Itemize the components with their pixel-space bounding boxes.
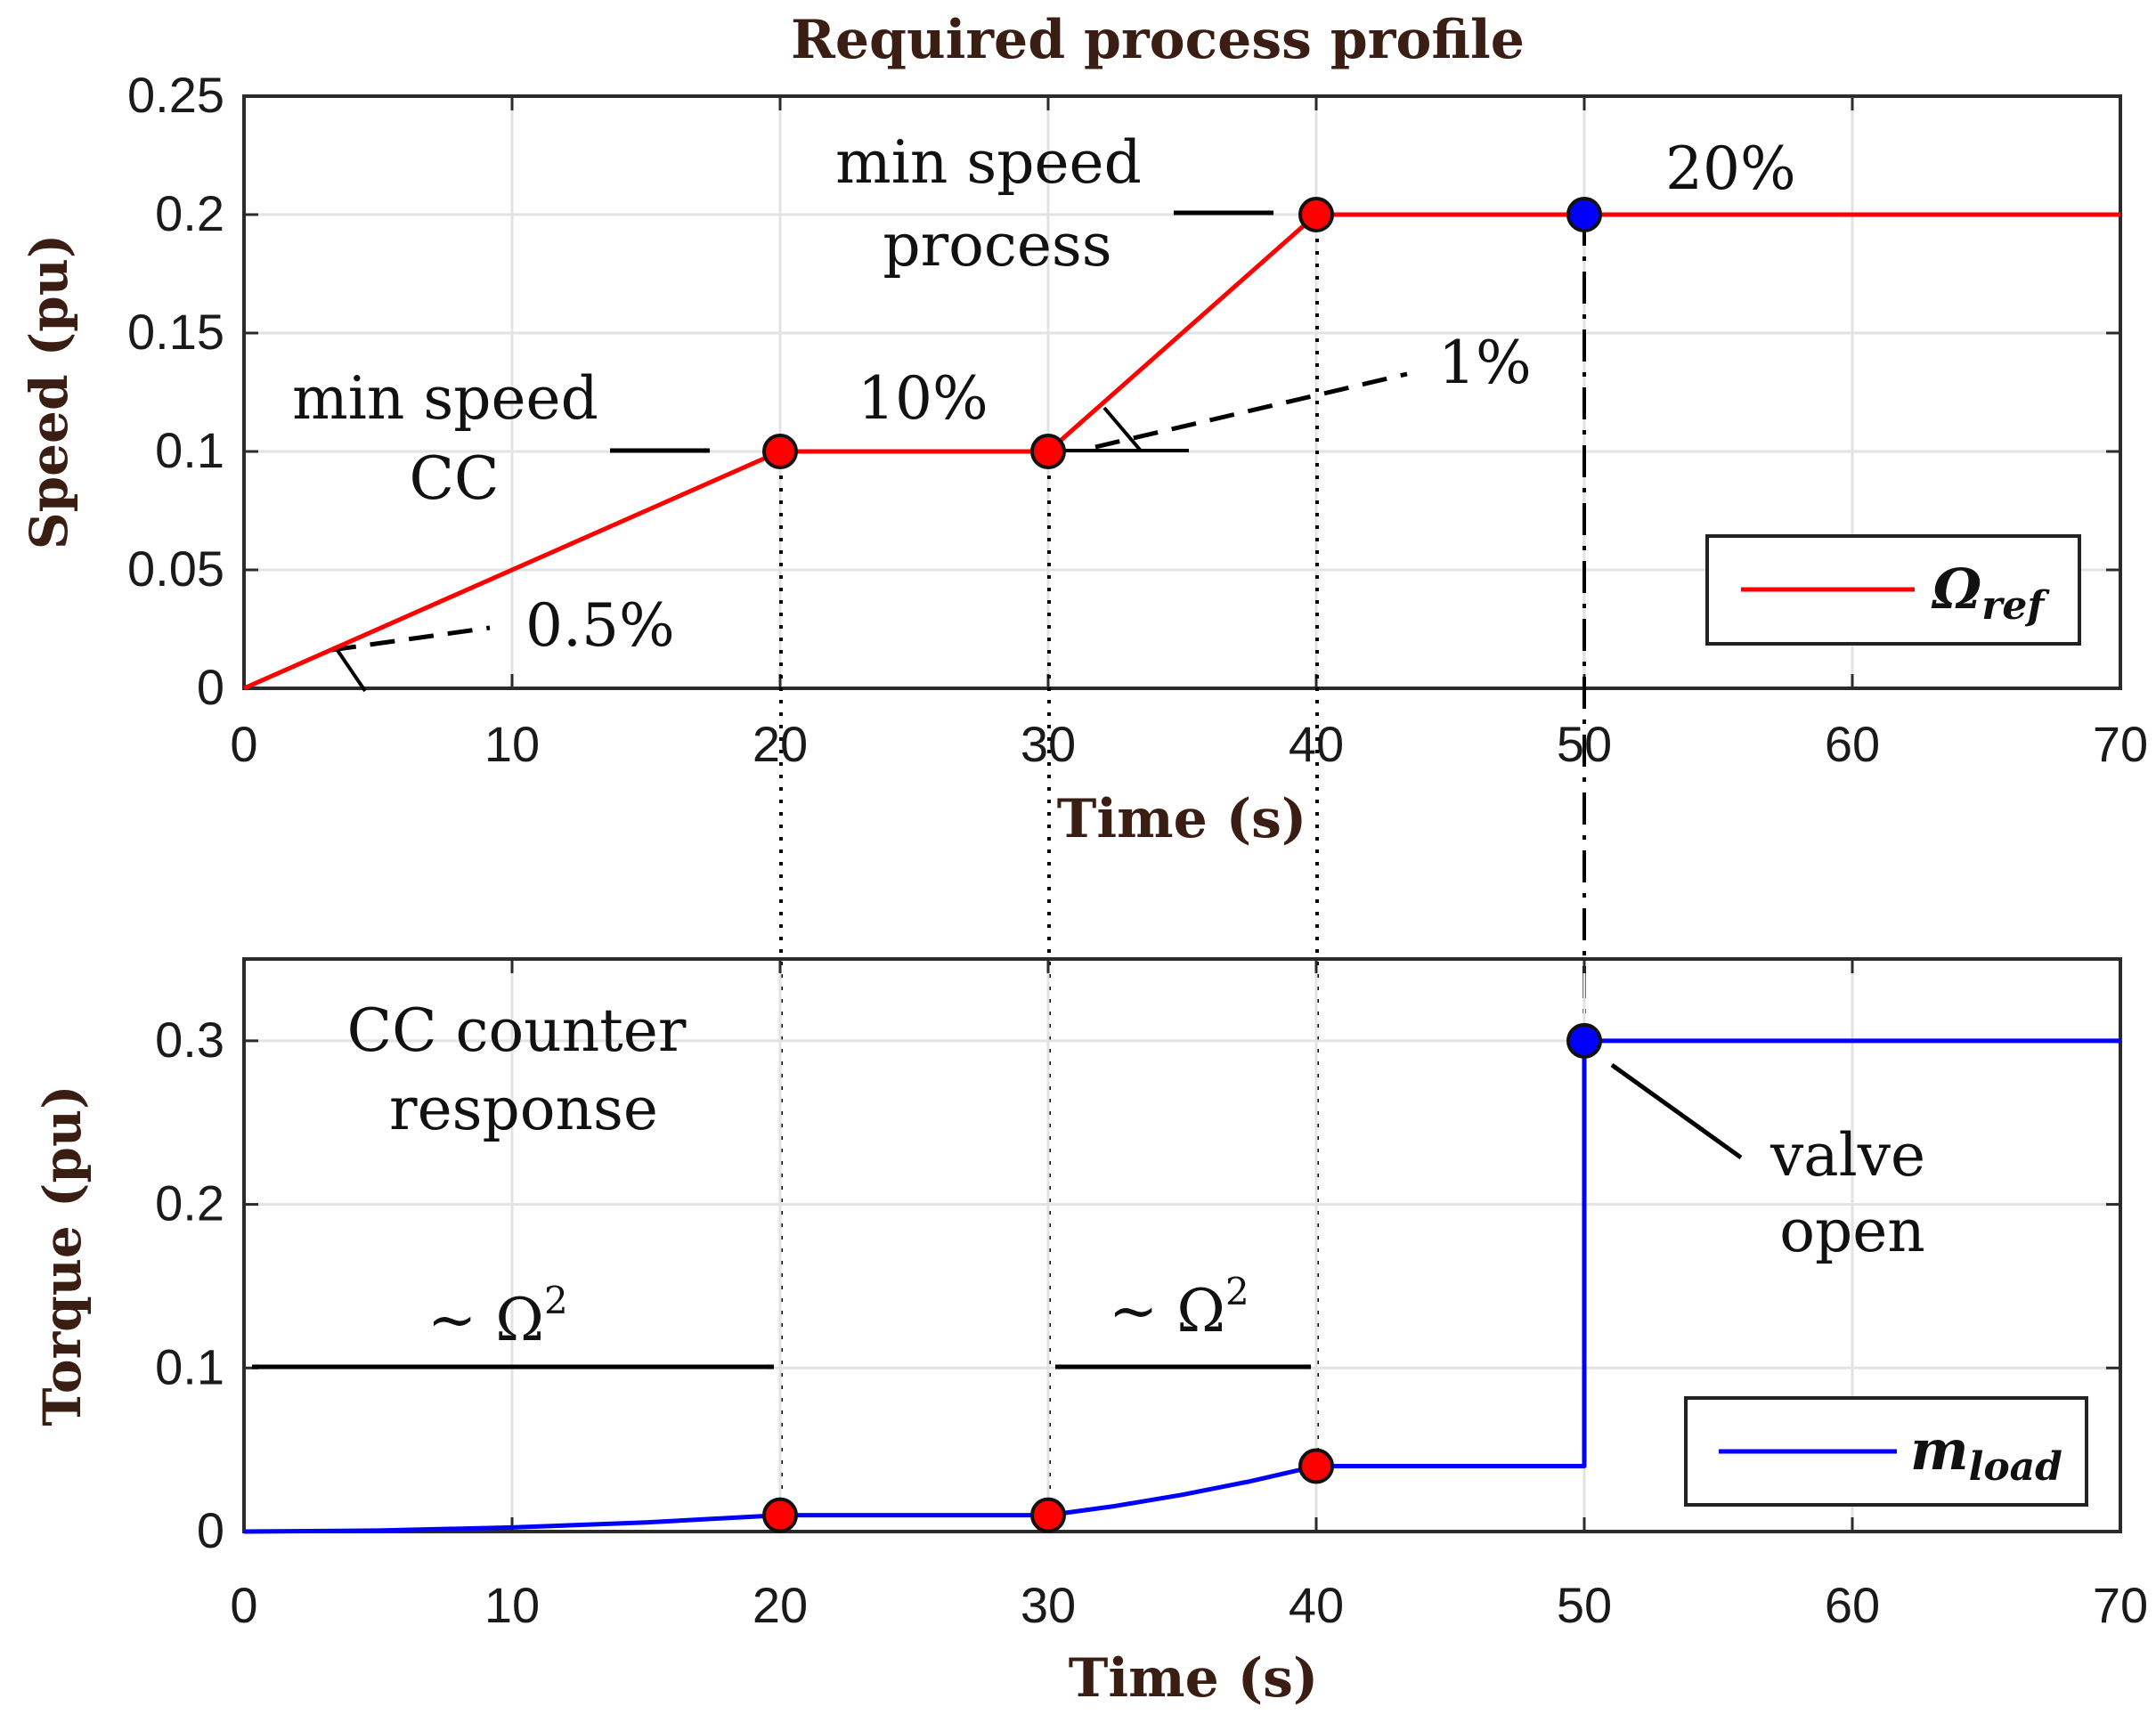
speed-marker (1298, 197, 1334, 232)
annot-omega-sq-1: ~ Ω2 (427, 1279, 568, 1354)
annot-min-speed-cc-line1: min speed (292, 364, 598, 433)
chart-title: Required process profile (791, 9, 1525, 71)
speed-ytick-label: 0.15 (127, 304, 224, 360)
annot-omega-sq-2-base: ~ Ω (1109, 1277, 1225, 1345)
torque-xtick-label: 60 (1825, 1577, 1880, 1633)
speed-ylabel: Speed (pu) (19, 234, 79, 550)
annot-cc-counter-line1: CC counter (347, 996, 687, 1065)
speed-ytick-label: 0 (197, 659, 224, 715)
speed-ytick-label: 0.2 (155, 185, 224, 241)
torque-ytick-label: 0.3 (155, 1012, 224, 1068)
annot-level-20: 20% (1665, 134, 1796, 203)
speed-series (242, 212, 2120, 691)
slope-tick-2 (1102, 406, 1142, 451)
torque-legend: mload (1684, 1396, 2088, 1507)
torque-ytick-label: 0.1 (155, 1338, 224, 1394)
torque-ytick-label: 0 (197, 1502, 224, 1558)
speed-marker (762, 434, 798, 469)
speed-markers (762, 197, 1602, 469)
speed-xlabel: Time (s) (1057, 788, 1307, 850)
annot-omega-sq-1-base: ~ Ω (427, 1286, 544, 1354)
annot-valve-open-line2: open (1779, 1197, 1925, 1265)
annot-min-speed-cc-line2: CC (410, 444, 500, 513)
torque-xtick-label: 20 (753, 1577, 808, 1633)
torque-xlabel: Time (s) (1069, 1647, 1319, 1710)
speed-marker (1030, 434, 1066, 469)
torque-xtick-label: 0 (230, 1577, 257, 1633)
speed-xtick-label: 70 (2093, 716, 2148, 772)
slope-helper-2 (1094, 371, 1408, 450)
speed-series-line (242, 212, 2120, 691)
annot-cc-counter-line2: response (389, 1075, 658, 1143)
torque-legend-sub: load (1969, 1444, 2062, 1490)
speed-xtick-label: 0 (230, 716, 257, 772)
speed-legend: Ωref (1705, 534, 2081, 646)
speed-legend-name: Ω (1931, 557, 1981, 622)
speed-ytick-label: 0.25 (127, 67, 224, 123)
svg-text:Ωref: Ωref (1931, 557, 2050, 629)
annot-omega-sq-2-exp: 2 (1225, 1270, 1249, 1313)
speed-marker (1566, 197, 1602, 232)
speed-axes-frame (242, 94, 2122, 690)
torque-markers (762, 1022, 1602, 1533)
torque-marker (1030, 1497, 1066, 1533)
torque-series (243, 1038, 2120, 1534)
slope-tick-1 (333, 645, 367, 693)
torque-ylabel: Torque (pu) (32, 1085, 93, 1426)
annot-valve-open-line1: valve (1770, 1121, 1925, 1190)
slope-helper-1 (330, 625, 491, 653)
speed-legend-sub: ref (1981, 583, 2050, 629)
annot-min-speed-process-line1: min speed (835, 128, 1142, 197)
torque-xtick-label: 40 (1289, 1577, 1344, 1633)
torque-panel: 0 10 20 30 40 50 60 70 0 0.1 0.2 0.3 Torque (pu) Ti… (32, 957, 2148, 1710)
annot-omega-sq-2: ~ Ω2 (1109, 1270, 1249, 1345)
torque-marker (1566, 1022, 1602, 1059)
speed-ytick-label: 0.05 (127, 540, 224, 597)
torque-xtick-label: 30 (1021, 1577, 1076, 1633)
speed-xtick-label: 10 (484, 716, 540, 772)
torque-marker (1298, 1448, 1334, 1484)
torque-axes-frame (242, 957, 2122, 1533)
torque-series-line (243, 1038, 2120, 1534)
annot-slope-1: 1% (1438, 329, 1532, 397)
svg-text:mload: mload (1910, 1418, 2062, 1490)
annot-omega-sq-1-exp: 2 (544, 1279, 568, 1322)
speed-xtick-label: 60 (1825, 716, 1880, 772)
annot-level-10: 10% (858, 364, 989, 433)
torque-xtick-label: 50 (1557, 1577, 1612, 1633)
arrow-valve-open (1610, 1062, 1743, 1160)
annot-min-speed-process-line2: process (883, 211, 1111, 280)
torque-xtick-label: 10 (484, 1577, 540, 1633)
speed-ytick-label: 0.1 (155, 422, 224, 478)
annot-slope-0-5: 0.5% (525, 591, 675, 660)
torque-marker (762, 1497, 798, 1533)
torque-legend-name: m (1910, 1418, 1969, 1483)
torque-ytick-label: 0.2 (155, 1175, 224, 1231)
torque-xtick-label: 70 (2093, 1577, 2148, 1633)
